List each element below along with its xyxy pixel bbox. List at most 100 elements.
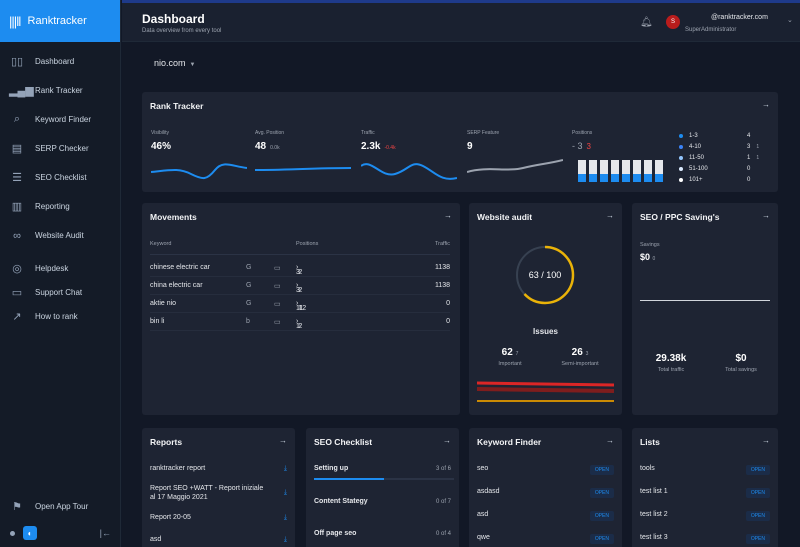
open-button[interactable]: OPEN bbox=[589, 511, 614, 521]
bell-icon[interactable]: 🔔︎ bbox=[640, 17, 653, 28]
issues-trend-chart bbox=[477, 381, 614, 402]
arrow-right-icon[interactable]: → bbox=[279, 436, 287, 445]
total-savings: $0 Total savings bbox=[725, 353, 757, 373]
brand-name: Ranktracker bbox=[27, 15, 87, 27]
sidebar-item-helpdesk[interactable]: ◎ Helpdesk bbox=[0, 256, 120, 280]
checklist-count: 3 of 6 bbox=[435, 466, 451, 472]
sidebar-item-seo-checklist[interactable]: ☰ SEO Checklist bbox=[0, 163, 120, 192]
bullet-icon bbox=[679, 133, 683, 138]
list-item[interactable]: tools bbox=[640, 465, 655, 472]
project-selector[interactable]: nio.com ▼ bbox=[154, 58, 196, 68]
avg-position-sparkline bbox=[255, 167, 351, 171]
checklist-item[interactable]: Off page seo bbox=[314, 530, 357, 537]
checklist-item[interactable]: Setting up bbox=[314, 465, 349, 472]
top-accent bbox=[122, 0, 800, 3]
open-button[interactable]: OPEN bbox=[745, 534, 770, 544]
open-button[interactable]: OPEN bbox=[745, 511, 770, 521]
checklist-icon: ☰ bbox=[12, 172, 22, 184]
open-button[interactable]: OPEN bbox=[589, 465, 614, 475]
keyword-list-item[interactable]: asdasd bbox=[477, 488, 500, 495]
sidebar-item-website-audit[interactable]: ∞ Website Audit bbox=[0, 221, 120, 250]
chevron-down-icon[interactable]: ⌄ bbox=[787, 17, 793, 24]
open-button[interactable]: OPEN bbox=[745, 488, 770, 498]
dist-value: 0 bbox=[747, 165, 751, 172]
table-row[interactable]: bin li b ▭ 1 › 2 1 0 bbox=[150, 313, 450, 331]
positions-bars bbox=[578, 160, 670, 189]
download-icon[interactable]: ⤓ bbox=[283, 536, 287, 543]
sidebar-item-serp-checker[interactable]: ▤ SERP Checker bbox=[0, 134, 120, 163]
checklist-count: 0 of 7 bbox=[435, 499, 451, 505]
chat-icon: ▭ bbox=[11, 286, 23, 299]
bullet-icon bbox=[679, 155, 683, 160]
download-icon[interactable]: ⤓ bbox=[283, 489, 287, 496]
positions-bar-top bbox=[600, 160, 608, 174]
report-item[interactable]: asd bbox=[150, 536, 162, 543]
positions-bar-top bbox=[611, 160, 619, 174]
traffic-sparkline bbox=[361, 163, 457, 180]
semi-important-issues[interactable]: 26 3 Semi-important bbox=[561, 347, 599, 367]
positions-bar-top bbox=[633, 160, 641, 174]
keyword-list-item[interactable]: seo bbox=[477, 465, 489, 472]
page-subtitle: Data overview from every tool bbox=[142, 28, 222, 34]
positions-distribution: 1-3 4-10 11-50 51-100 101+ bbox=[679, 130, 708, 185]
arrow-right-icon[interactable]: → bbox=[606, 436, 614, 445]
positions-bar-top bbox=[589, 160, 597, 174]
open-app-tour-button[interactable]: ⚑ Open App Tour bbox=[0, 492, 121, 521]
important-issues[interactable]: 62 7 Important bbox=[498, 347, 522, 367]
table-row[interactable]: aktie nio G ▭ 11 › 12 1 0 bbox=[150, 295, 450, 313]
positions-bar-top bbox=[644, 160, 652, 174]
dist-row: 1-3 bbox=[679, 130, 708, 141]
keyword-finder-card: Keyword Finder → seo OPEN asdasd OPEN as… bbox=[469, 428, 622, 547]
arrow-right-icon[interactable]: → bbox=[444, 211, 452, 220]
list-item[interactable]: test list 1 bbox=[640, 488, 668, 495]
brand-logo[interactable]: |||‖ Ranktracker bbox=[0, 0, 120, 42]
sidebar-item-reporting[interactable]: ▥ Reporting bbox=[0, 192, 120, 221]
dist-row: 51-100 bbox=[679, 163, 708, 174]
lifebuoy-icon: ◎ bbox=[12, 262, 22, 275]
sidebar-item-how-to-rank[interactable]: ↗ How to rank bbox=[0, 304, 120, 328]
arrow-right-icon[interactable]: → bbox=[606, 211, 614, 220]
arrow-right-icon[interactable]: → bbox=[762, 211, 770, 220]
table-row[interactable]: china electric car G ▭ 3 › 2 1 1138 bbox=[150, 277, 450, 295]
list-item[interactable]: test list 3 bbox=[640, 534, 668, 541]
report-item[interactable]: ranktracker report bbox=[150, 465, 206, 472]
sidebar-item-support-chat[interactable]: ▭ Support Chat bbox=[0, 280, 120, 304]
avatar[interactable]: S bbox=[666, 15, 680, 29]
total-traffic: 29.38k Total traffic bbox=[655, 353, 687, 373]
checklist-count: 0 of 4 bbox=[435, 531, 451, 537]
rank-tracker-card: Rank Tracker → Visibility 46% Avg. Posit… bbox=[142, 92, 778, 192]
download-icon[interactable]: ⤓ bbox=[283, 465, 287, 472]
reports-card: Reports → ranktracker report ⤓ Report SE… bbox=[142, 428, 295, 547]
sidebar-item-dashboard[interactable]: ▯▯ Dashboard bbox=[10, 56, 75, 68]
arrow-right-icon[interactable]: → bbox=[762, 436, 770, 445]
checklist-progress bbox=[314, 478, 454, 480]
theme-dot-icon[interactable] bbox=[10, 530, 15, 536]
report-item[interactable]: Report SEO +WATT - Report iniziale al 17… bbox=[150, 485, 264, 501]
arrow-right-icon[interactable]: → bbox=[443, 436, 451, 445]
collapse-sidebar-icon[interactable]: |← bbox=[99, 528, 111, 538]
open-button[interactable]: OPEN bbox=[745, 465, 770, 475]
positions-bar-bottom bbox=[655, 174, 663, 182]
checklist-item[interactable]: Content Stategy bbox=[314, 498, 368, 505]
keyword-list-item[interactable]: asd bbox=[477, 511, 489, 518]
keyword-list-item[interactable]: qwe bbox=[477, 534, 490, 541]
card-title: Lists bbox=[640, 437, 660, 447]
list-item[interactable]: test list 2 bbox=[640, 511, 668, 518]
bing-icon: b bbox=[246, 318, 250, 325]
dark-mode-toggle[interactable]: ◐ bbox=[23, 526, 37, 540]
arrow-right-icon[interactable]: → bbox=[762, 100, 770, 109]
user-email[interactable]: @ranktracker.com bbox=[711, 14, 768, 21]
serp-icon: ▤ bbox=[11, 143, 23, 155]
nav-bottom: ⚑ Open App Tour bbox=[0, 492, 121, 521]
download-icon[interactable]: ⤓ bbox=[283, 514, 287, 521]
audit-score: 63 / 100 bbox=[529, 270, 562, 280]
table-row[interactable]: chinese electric car G ▭ 3 › 2 1 1138 bbox=[150, 259, 450, 277]
report-item[interactable]: Report 20-05 bbox=[150, 514, 191, 521]
sidebar-item-rank-tracker[interactable]: ▂▄▆ Rank Tracker bbox=[9, 85, 83, 97]
open-button[interactable]: OPEN bbox=[589, 534, 614, 544]
sidebar-item-keyword-finder[interactable]: ⌕ Keyword Finder bbox=[0, 105, 120, 134]
positions-bar-bottom bbox=[622, 174, 630, 182]
open-button[interactable]: OPEN bbox=[589, 488, 614, 498]
